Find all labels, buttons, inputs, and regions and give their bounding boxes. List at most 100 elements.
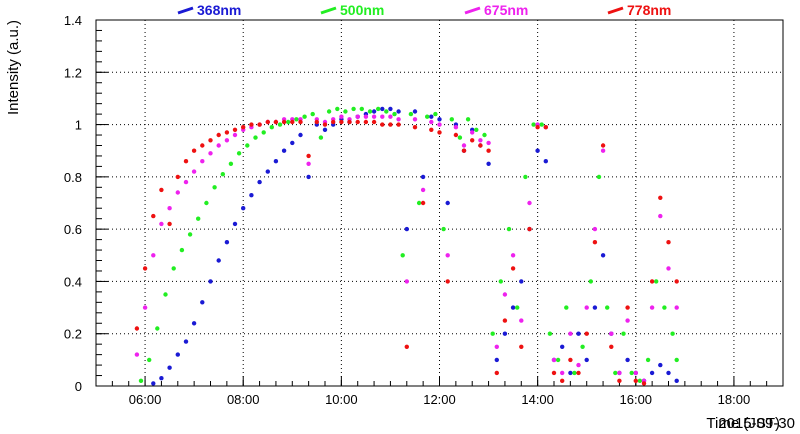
data-point xyxy=(191,148,197,153)
series-778nm xyxy=(134,119,679,386)
data-point xyxy=(584,357,589,363)
data-point xyxy=(388,114,393,119)
data-point xyxy=(568,357,573,363)
data-point xyxy=(625,318,630,323)
data-point xyxy=(191,169,197,174)
x-tick-label: 12:00 xyxy=(423,392,456,407)
data-point xyxy=(147,357,152,363)
data-point xyxy=(253,135,258,140)
y-tick-label: 0.6 xyxy=(64,222,82,237)
data-point xyxy=(588,279,593,284)
data-point xyxy=(408,111,414,117)
data-point xyxy=(461,143,467,148)
data-point xyxy=(449,117,454,122)
data-point xyxy=(249,122,254,127)
data-point xyxy=(617,378,622,383)
y-tick-label: 0.8 xyxy=(64,170,82,185)
y-tick-label: 1.4 xyxy=(64,13,82,28)
data-point xyxy=(396,117,401,122)
data-point xyxy=(208,151,213,156)
data-point xyxy=(560,370,565,376)
data-point xyxy=(453,125,459,130)
data-point xyxy=(445,200,450,206)
data-point xyxy=(281,148,287,153)
data-point xyxy=(224,138,230,143)
data-point xyxy=(134,352,140,357)
data-point xyxy=(208,138,213,143)
series-500nm xyxy=(138,106,679,383)
data-point xyxy=(273,159,279,164)
data-point xyxy=(580,344,585,349)
data-point xyxy=(429,119,434,125)
data-point xyxy=(232,132,238,138)
series-675nm xyxy=(134,114,679,383)
data-point xyxy=(183,339,189,344)
data-point xyxy=(494,357,499,363)
data-point xyxy=(519,318,524,323)
data-point xyxy=(208,279,213,284)
data-point xyxy=(331,119,336,125)
data-point xyxy=(572,370,577,376)
data-point xyxy=(420,187,426,193)
data-point xyxy=(633,370,638,376)
data-point xyxy=(294,117,299,122)
data-point xyxy=(551,357,557,363)
data-point xyxy=(457,135,463,140)
series-368nm xyxy=(151,106,679,386)
data-point xyxy=(216,258,221,263)
data-point xyxy=(200,300,205,305)
data-point xyxy=(322,122,328,127)
data-point xyxy=(621,331,626,336)
data-point xyxy=(502,331,508,336)
data-point xyxy=(560,378,565,383)
data-point xyxy=(670,331,675,336)
data-point xyxy=(625,305,630,310)
data-point xyxy=(388,122,393,127)
data-point xyxy=(363,114,369,119)
legend-label: 675nm xyxy=(484,2,528,18)
data-point xyxy=(600,253,606,258)
y-axis-title: Intensity (a.u.) xyxy=(5,20,22,115)
data-point xyxy=(539,122,544,127)
data-point xyxy=(412,117,418,122)
data-point xyxy=(437,117,442,122)
data-point xyxy=(420,174,426,180)
data-point xyxy=(245,143,250,148)
x-tick-label: 18:00 xyxy=(718,392,751,407)
data-point xyxy=(510,305,516,310)
data-point xyxy=(265,119,270,125)
data-point xyxy=(384,109,389,114)
data-point xyxy=(416,200,422,206)
data-point xyxy=(641,381,647,386)
data-point xyxy=(523,174,528,180)
data-point xyxy=(666,266,671,271)
data-point xyxy=(445,253,450,258)
data-point xyxy=(232,127,238,132)
data-point xyxy=(134,326,140,331)
data-point xyxy=(290,119,295,125)
data-point xyxy=(592,305,598,310)
grid-lines xyxy=(96,20,783,386)
legend-label: 500nm xyxy=(340,2,384,18)
data-point xyxy=(576,370,581,376)
data-point xyxy=(584,305,589,310)
data-point xyxy=(224,130,230,135)
data-point xyxy=(306,161,311,166)
data-point xyxy=(576,331,581,336)
data-point xyxy=(600,143,606,148)
data-point xyxy=(220,172,225,177)
data-point xyxy=(613,370,618,376)
data-point xyxy=(290,140,295,146)
data-point xyxy=(465,117,471,122)
data-point xyxy=(159,376,164,381)
data-point xyxy=(175,352,180,357)
data-point xyxy=(568,331,573,336)
data-point xyxy=(592,226,598,232)
data-point xyxy=(404,226,409,232)
data-point xyxy=(412,125,418,130)
data-point xyxy=(347,119,352,125)
data-point xyxy=(564,305,569,310)
data-point xyxy=(527,226,532,232)
y-axis: 0 0.2 0.4 0.6 0.8 1 1.2 1.4 xyxy=(64,13,108,394)
data-point xyxy=(437,122,442,127)
